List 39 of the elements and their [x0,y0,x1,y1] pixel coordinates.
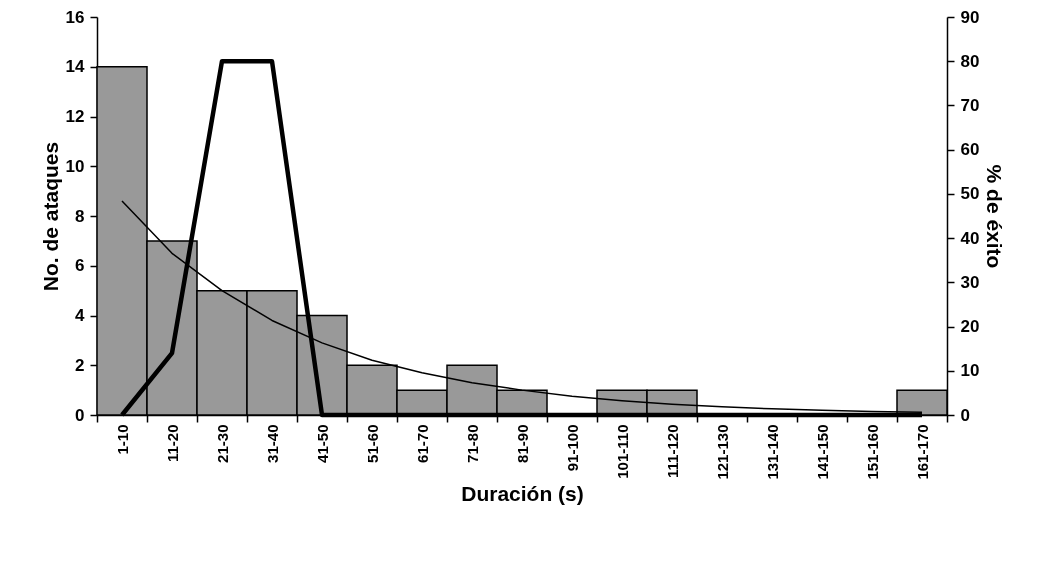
x-tick-label: 11-20 [163,424,181,463]
x-tick-label: 141-150 [813,424,831,480]
y-tick-label: 16 [65,7,85,27]
y-tick-label: 8 [75,206,85,226]
x-tick-label: 21-30 [213,424,231,463]
x-axis-title: Duración (s) [461,481,584,505]
y-tick-label: 12 [65,107,85,126]
x-tick-label: 51-60 [363,424,381,463]
y-axis-title: No. de ataques [38,141,62,292]
y2-tick-label: 90 [960,7,980,27]
y2-tick-label: 70 [960,95,980,115]
x-tick-label: 61-70 [413,424,431,463]
y2-tick-label: 40 [960,228,980,248]
y2-tick-label: 20 [960,317,980,337]
y2-tick-label: 80 [960,51,980,71]
y2-tick-label: 60 [960,140,980,160]
y2-tick-label: 10 [960,361,980,381]
x-tick-label: 31-40 [263,424,281,463]
y2-tick-label: 50 [960,184,980,204]
x-tick-label: 121-130 [713,424,731,480]
x-tick-label: 111-120 [663,424,681,478]
x-tick-label: 101-110 [613,424,631,479]
y-tick-label: 2 [75,355,85,375]
x-tick-label: 71-80 [463,424,481,463]
x-tick-label: 1-10 [113,424,131,455]
y-tick-label: 4 [75,306,86,325]
y-tick-label: 10 [65,156,85,176]
y-tick-label: 6 [75,256,85,276]
x-tick-label: 151-160 [863,424,881,480]
y-tick-label: 14 [65,57,86,77]
x-tick-label: 161-170 [913,424,931,480]
y2-axis-title: % de éxito [983,164,1007,269]
x-tick-label: 131-140 [763,424,781,480]
x-tick-label: 91-100 [563,424,581,472]
x-tick-label: 81-90 [513,424,531,463]
y2-tick-label: 0 [960,405,970,425]
x-tick-label: 41-50 [313,424,331,463]
y-tick-label: 0 [75,405,85,425]
y2-tick-label: 30 [960,272,980,292]
